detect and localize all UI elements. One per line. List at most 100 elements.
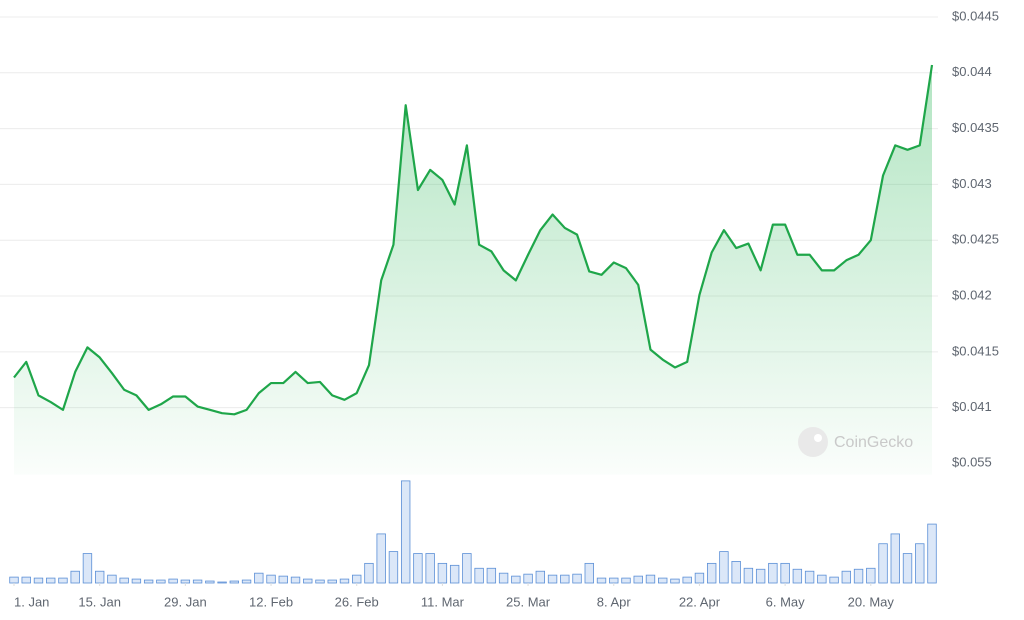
x-tick-label: 22. Apr (679, 594, 721, 609)
volume-bar (156, 579, 166, 584)
volume-bar (706, 562, 717, 584)
y-tick-label: $0.044 (952, 64, 992, 79)
volume-bar (400, 480, 411, 584)
volume-bar (547, 574, 558, 584)
volume-bar (755, 568, 766, 584)
x-tick-label: 20. May (848, 594, 895, 609)
volume-bar (511, 575, 521, 584)
volume-bar (425, 553, 435, 584)
volume-bar (339, 578, 350, 584)
x-tick-label: 8. Apr (597, 594, 632, 609)
x-tick-label: 1. Jan (14, 594, 49, 609)
y-tick-label: $0.0415 (952, 343, 999, 358)
volume-bar (804, 570, 815, 584)
x-tick-label: 29. Jan (164, 594, 207, 609)
volume-bar (915, 543, 925, 584)
y-tick-label: $0.0445 (952, 8, 999, 23)
volume-bar (523, 573, 533, 584)
x-tick-label: 26. Feb (335, 594, 379, 609)
volume-bar (633, 575, 643, 584)
volume-bar (486, 567, 497, 584)
x-tick-label: 15. Jan (78, 594, 121, 609)
volume-bar (535, 570, 546, 584)
volume-bar (890, 533, 900, 584)
volume-bar (119, 577, 129, 584)
volume-bar (9, 576, 19, 584)
volume-bar (743, 567, 754, 584)
volume-bar (70, 570, 80, 584)
volume-bar (719, 551, 729, 584)
volume-bar (841, 570, 852, 584)
volume-bar (670, 578, 680, 584)
volume-bar (498, 572, 509, 584)
volume-bar (21, 576, 31, 584)
volume-bar (205, 580, 215, 584)
x-tick-label: 11. Mar (421, 594, 465, 609)
volume-bar (682, 576, 692, 584)
area (14, 64, 932, 475)
volume-bar (352, 574, 362, 584)
y-tick-label: $0.042 (952, 287, 992, 302)
volume-bar (731, 561, 741, 584)
volume-bar (609, 577, 619, 584)
y-tick-label: $0.041 (952, 399, 992, 414)
volume-bar (927, 523, 937, 584)
volume-bar (658, 577, 668, 584)
watermark-text: CoinGecko (834, 434, 913, 451)
volume-bar (364, 562, 374, 584)
volume-bar (413, 553, 423, 584)
volume-bar (596, 577, 607, 584)
y-tick-label: $0.055 (952, 454, 992, 469)
volume-bar (217, 581, 227, 584)
volume-bar (315, 579, 325, 584)
x-tick-label: 25. Mar (506, 594, 551, 609)
volume-bar (168, 578, 178, 584)
x-tick-label: 12. Feb (249, 594, 293, 609)
volume-bar (229, 580, 240, 584)
watermark: CoinGecko (798, 427, 913, 457)
volume-bar (303, 578, 313, 584)
y-tick-label: $0.0435 (952, 120, 999, 135)
volume-bar (817, 574, 827, 584)
volume-bar (853, 568, 864, 584)
y-tick-label: $0.0425 (952, 232, 999, 247)
volume-bar (902, 553, 913, 584)
volume-bar (645, 574, 656, 584)
volume-bar (180, 579, 191, 584)
volume-bar (878, 543, 888, 584)
volume-bar (46, 577, 56, 584)
volume-bar (694, 572, 705, 584)
volume-bar (143, 579, 154, 584)
volume-bar (462, 553, 472, 584)
volume-bar (829, 576, 839, 584)
volume-bar (266, 574, 276, 584)
volume-bar (94, 570, 105, 584)
volume-bar (33, 577, 44, 584)
volume-bar (621, 577, 631, 584)
volume-bar (768, 562, 778, 584)
volume-bar (388, 551, 399, 584)
price-line (13, 64, 934, 416)
x-tick-label: 6. May (766, 594, 806, 609)
volume-bar (58, 577, 68, 584)
volume-bar (107, 574, 117, 584)
volume-bar (131, 578, 142, 584)
volume-bar (192, 579, 203, 584)
volume-bar (449, 564, 460, 584)
volume-bar (327, 579, 337, 584)
volume-bar (584, 562, 594, 584)
volume-bar (792, 568, 803, 584)
volume-bar (780, 562, 790, 584)
volume-bar (376, 533, 386, 584)
volume-bar (474, 567, 484, 584)
volume-bar (278, 575, 288, 584)
volume-bar (437, 562, 448, 584)
volume-bar (866, 567, 876, 584)
y-tick-label: $0.043 (952, 176, 992, 191)
volume-bar (82, 553, 93, 584)
volume-bar (572, 573, 582, 584)
volume-bar (560, 574, 570, 584)
volume-bar (290, 576, 301, 584)
